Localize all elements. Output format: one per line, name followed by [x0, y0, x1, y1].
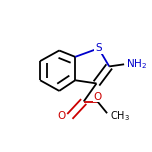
Text: O: O: [93, 92, 102, 102]
Text: NH$_2$: NH$_2$: [126, 57, 147, 71]
Text: CH$_3$: CH$_3$: [110, 110, 130, 123]
Text: O: O: [58, 111, 66, 121]
Text: S: S: [95, 43, 102, 53]
